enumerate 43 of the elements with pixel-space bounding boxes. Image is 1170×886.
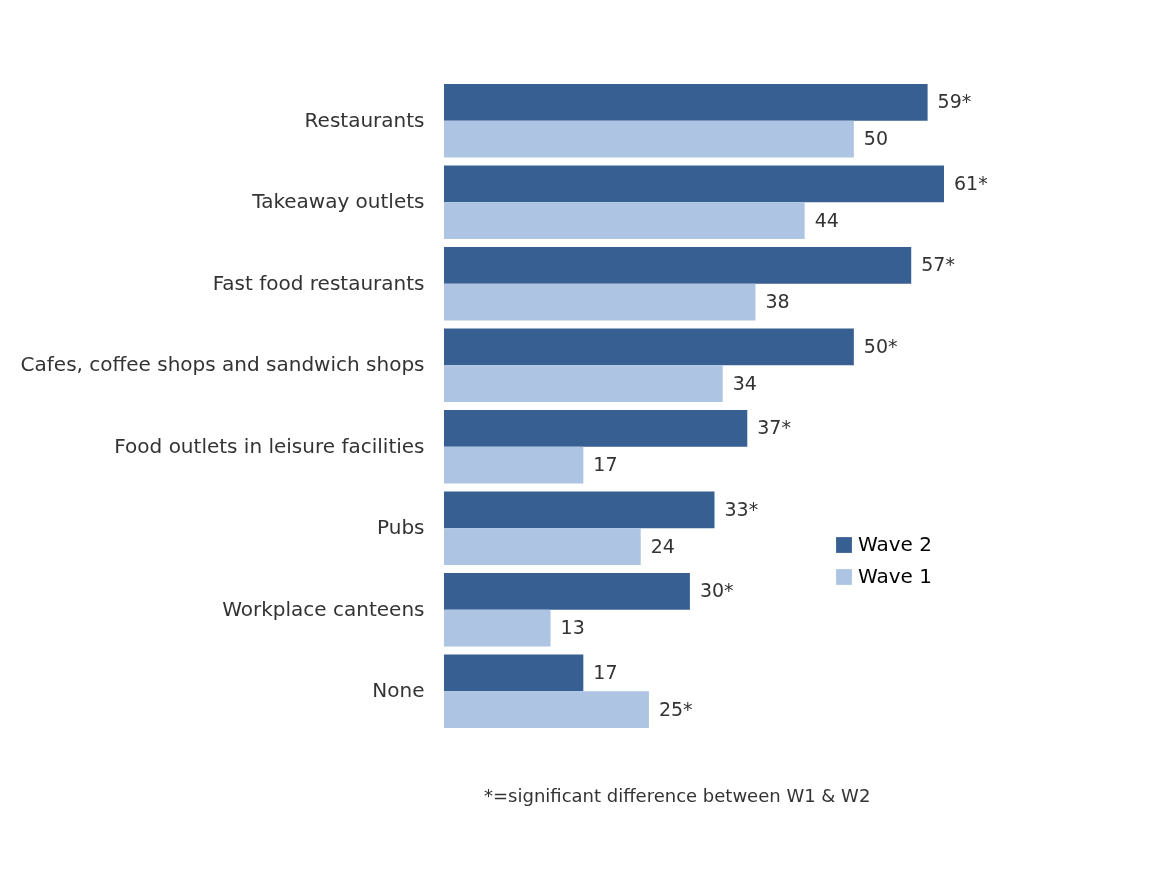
legend-label: Wave 1: [858, 564, 932, 588]
bar: [444, 491, 715, 529]
y-tick-label: Cafes, coffee shops and sandwich shops: [20, 352, 425, 377]
bar: [444, 283, 756, 321]
y-tick-label: Takeaway outlets: [251, 189, 425, 214]
bar: [444, 120, 854, 158]
data-label: 13: [560, 616, 585, 639]
bar: [444, 654, 584, 692]
data-label: 38: [765, 290, 790, 313]
data-label: 34: [732, 371, 757, 394]
data-label: 61*: [954, 171, 988, 194]
bar: [444, 410, 748, 447]
bar: [444, 84, 928, 121]
y-tick-label: Pubs: [377, 515, 425, 540]
bar: [444, 328, 854, 366]
bar: [444, 202, 805, 239]
data-label: 57*: [921, 253, 955, 276]
legend-label: Wave 2: [858, 532, 932, 556]
data-label: 59*: [937, 90, 972, 113]
y-tick-label: Restaurants: [304, 107, 425, 132]
data-label: 25*: [658, 697, 693, 720]
text: *=significant difference between W1 & W2: [484, 785, 871, 806]
data-label: 44: [814, 208, 839, 231]
bar: [444, 365, 723, 402]
bar: [444, 573, 690, 610]
data-label: 17: [593, 453, 618, 476]
bar: [444, 609, 551, 647]
data-label: 24: [650, 534, 675, 557]
bar: [444, 165, 944, 203]
y-tick-label: Fast food restaurants: [212, 270, 425, 295]
bar: [444, 691, 649, 728]
bar: [444, 247, 912, 284]
bar: [444, 446, 584, 484]
data-label: 17: [593, 660, 618, 683]
y-tick-label: Workplace canteens: [222, 596, 425, 621]
bar: [444, 528, 641, 565]
data-label: 50: [863, 127, 889, 150]
data-label: 37*: [757, 416, 791, 439]
data-label: 33*: [724, 497, 759, 520]
data-label: 50*: [863, 334, 898, 357]
y-tick-label: Food outlets in leisure facilities: [114, 433, 425, 458]
y-tick-label: None: [372, 678, 425, 703]
data-label: 30*: [699, 579, 734, 602]
